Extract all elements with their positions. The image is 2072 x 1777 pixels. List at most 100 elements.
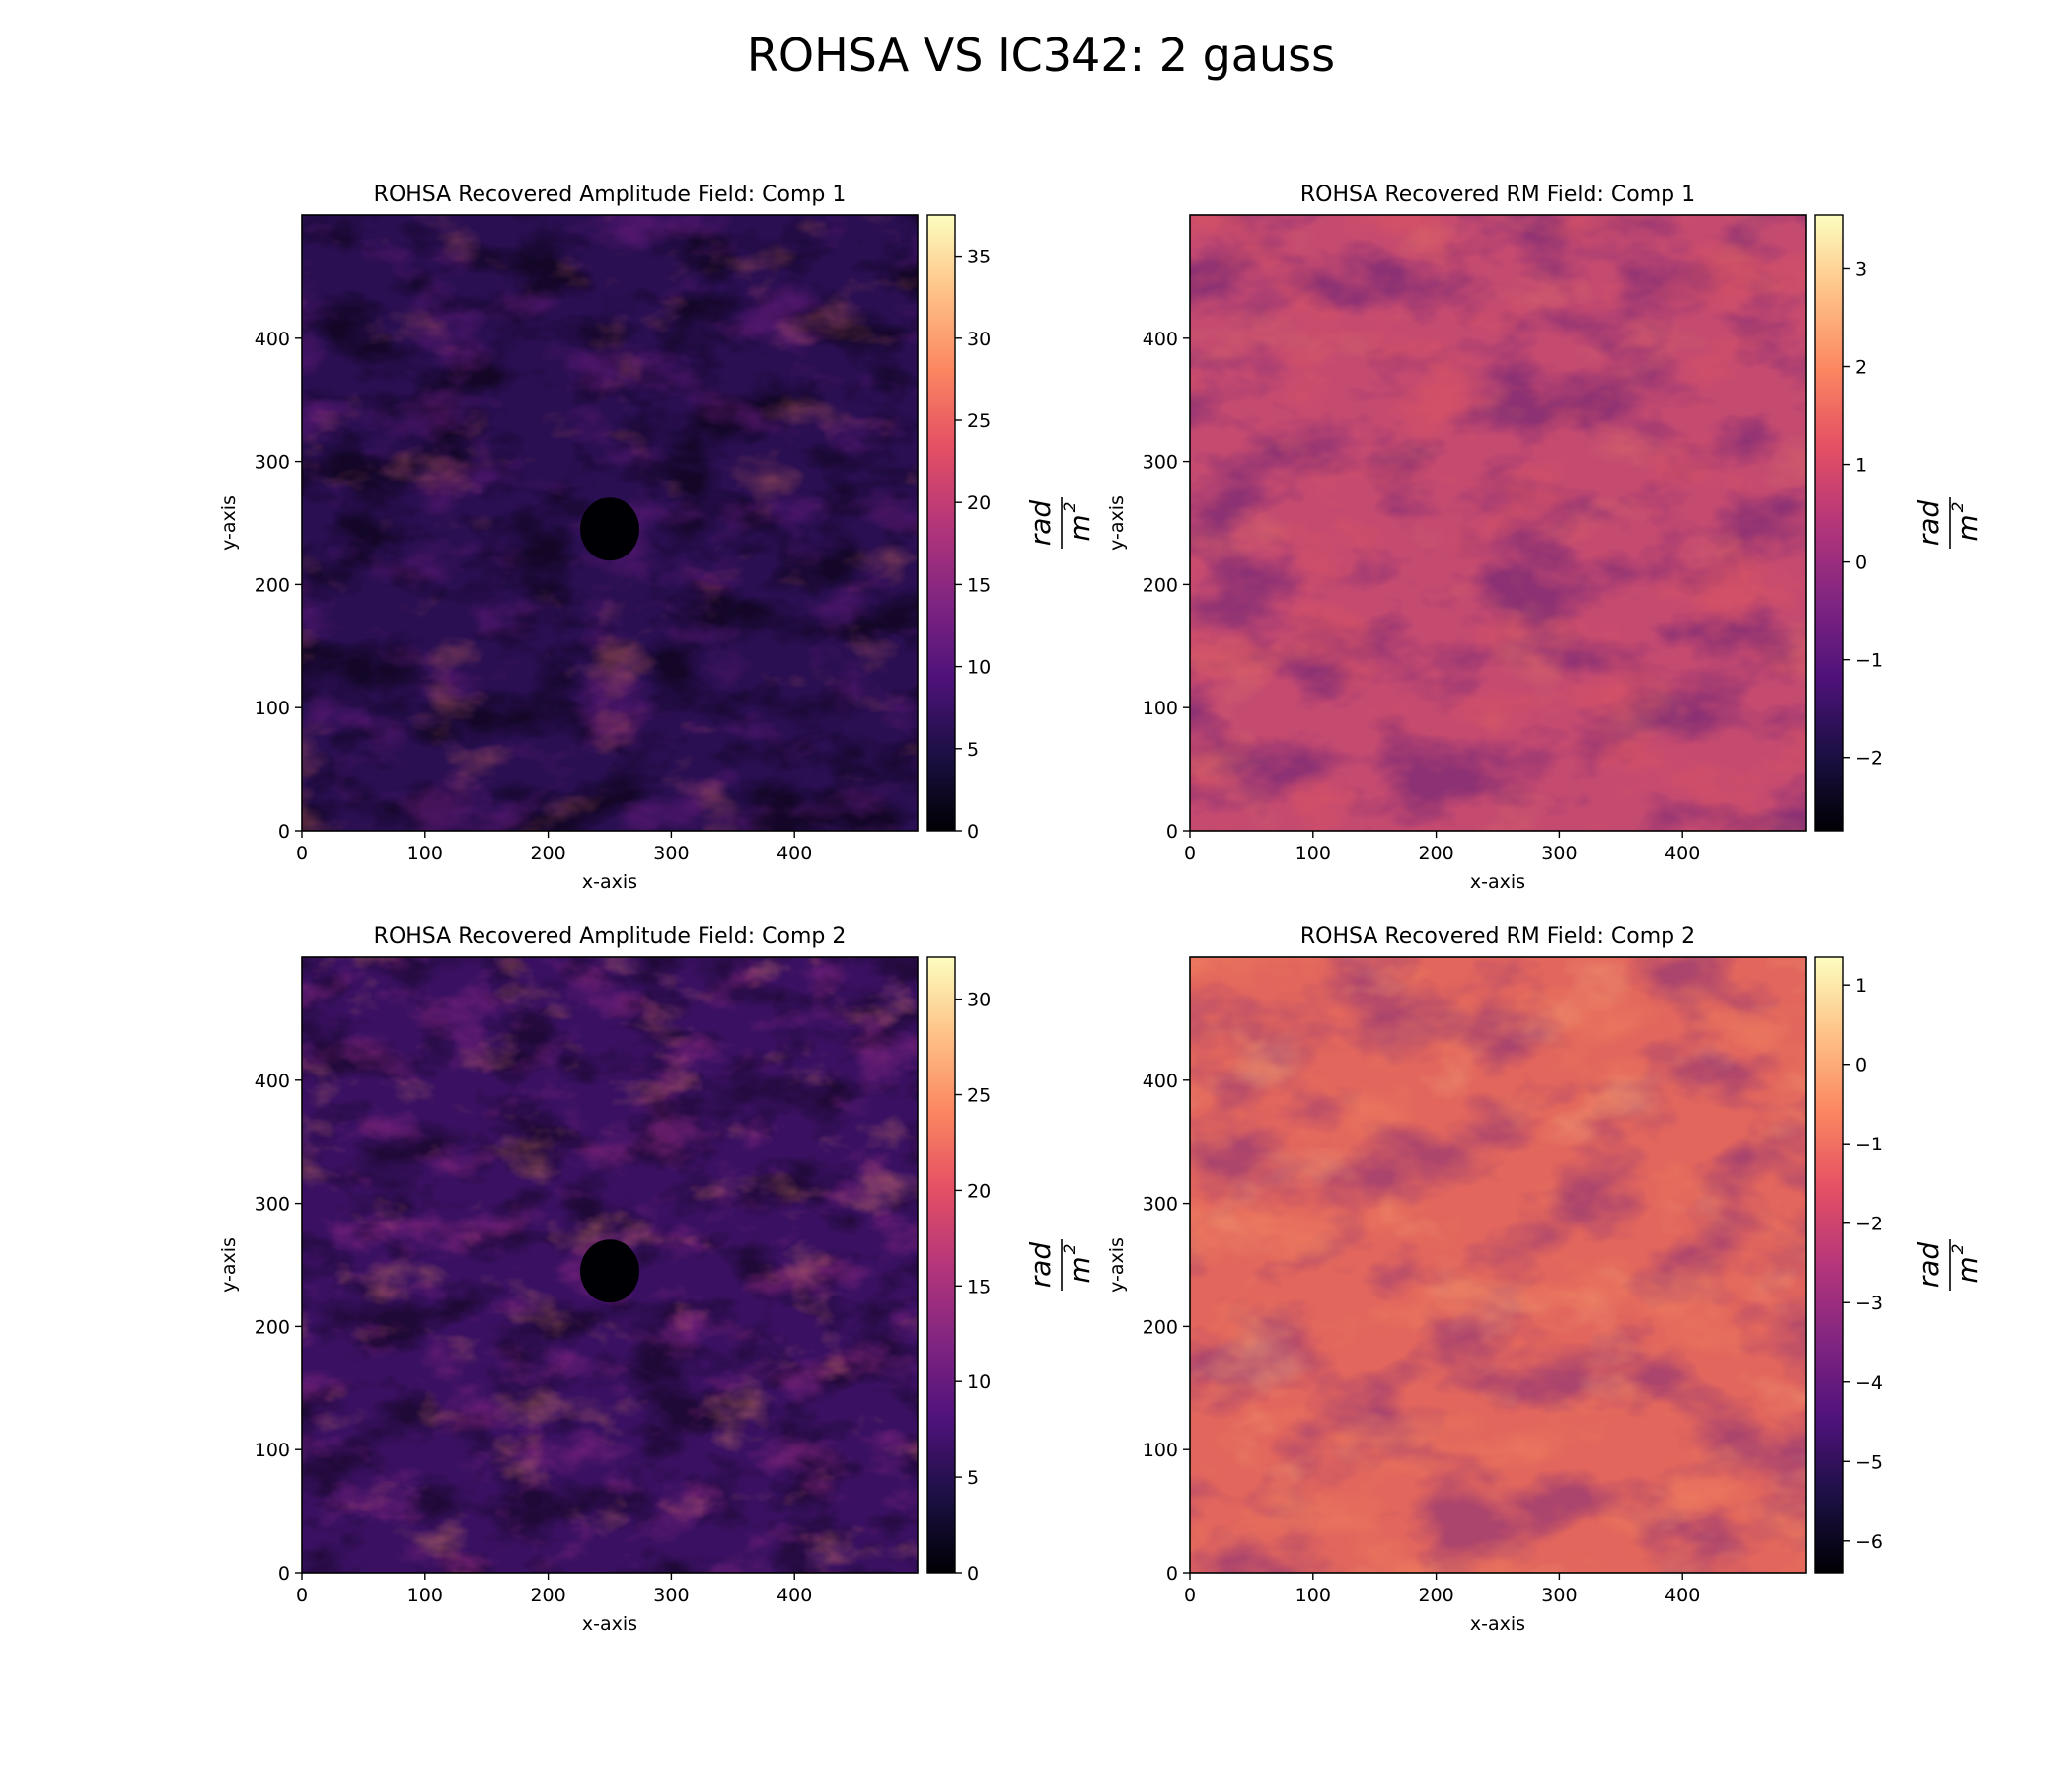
colorbar-label-numerator: rad [1912,1242,1945,1289]
colorbar-tick-label: −3 [1855,1293,1883,1314]
colorbar-tick-label: 2 [1855,357,1867,379]
y-tick-label: 400 [255,329,290,350]
colorbar-tick-label: 15 [967,574,991,596]
y-tick-label: 400 [255,1071,290,1092]
x-tick-label: 200 [530,1585,565,1606]
y-axis-label: y-axis [1106,495,1128,551]
y-tick-label: 300 [1143,1194,1178,1216]
x-axis-label: x-axis [1470,871,1525,893]
y-axis-label: y-axis [1106,1237,1128,1293]
colorbar-label-numerator: rad [1024,500,1057,547]
x-tick-label: 100 [407,1585,443,1606]
y-axis-label: y-axis [218,495,240,551]
x-tick-label: 100 [1295,1585,1331,1606]
colorbar-tick-label: −4 [1855,1372,1883,1394]
colorbar-tick-label: 15 [967,1276,991,1297]
x-tick-label: 400 [1665,1585,1700,1606]
x-axis-label: x-axis [1470,1613,1525,1635]
colorbar-label-numerator: rad [1912,500,1945,547]
x-tick-label: 300 [1541,843,1577,864]
axes-frame [1189,956,1807,1574]
colorbar-tick-label: 10 [967,1371,991,1393]
x-tick-label: 200 [530,843,565,864]
x-tick-label: 400 [777,1585,812,1606]
colorbar-label-exponent: 2 [1061,1244,1080,1255]
panel-title: ROHSA Recovered Amplitude Field: Comp 2 [374,925,847,949]
colorbar-label-denominator: m [1064,1256,1096,1283]
panel-2: 0 100 200 300 400 0 100 200 300 400 ROHSA Recovere… [1106,183,1984,893]
colorbar-label-exponent: 2 [1061,502,1080,513]
colorbar-label-denominator: m [1952,1256,1984,1283]
colorbar-label-numerator: rad [1024,1242,1057,1289]
colorbar-label: rad m2 [1912,1239,1984,1291]
y-tick-label: 300 [255,452,290,474]
x-tick-label: 200 [1418,1585,1453,1606]
colorbar-tick-label: −6 [1855,1531,1883,1553]
colorbar-tick-label: −2 [1855,748,1883,770]
x-tick-label: 400 [1665,843,1700,864]
y-tick-label: 100 [1143,698,1178,719]
heatmap-image [1190,215,1806,831]
colorbar-label-exponent: 2 [1949,502,1968,513]
colorbar-tick-label: −1 [1855,650,1883,672]
colorbar-label: rad m2 [1912,497,1984,549]
colorbar-tick-label: 5 [967,1467,979,1489]
colorbar-tick-label: 0 [967,1563,979,1585]
colorbar-tick-label: 1 [1855,455,1867,477]
colorbar [926,214,956,832]
y-tick-label: 0 [278,821,290,843]
y-tick-label: 200 [255,574,290,596]
colorbar-tick-label: 5 [967,739,979,761]
y-tick-label: 0 [1166,1563,1178,1585]
x-tick-label: 0 [296,1585,308,1606]
y-tick-label: 200 [1143,1316,1178,1338]
colorbar-tick-label: 30 [967,329,991,350]
colorbar [926,956,956,1574]
x-tick-label: 400 [777,843,812,864]
dark-blob [580,497,639,561]
y-tick-label: 400 [1143,329,1178,350]
x-tick-label: 0 [296,843,308,864]
x-axis-label: x-axis [582,871,637,893]
x-tick-label: 300 [1541,1585,1577,1606]
panel-title: ROHSA Recovered Amplitude Field: Comp 1 [374,183,847,207]
colorbar-label-denominator: m [1064,514,1096,541]
axes-frame [1189,214,1807,832]
x-tick-label: 0 [1184,843,1196,864]
x-tick-label: 300 [653,1585,689,1606]
axes-frame [301,214,919,832]
panel-title: ROHSA Recovered RM Field: Comp 1 [1300,183,1695,207]
dark-blob [580,1239,639,1303]
x-tick-label: 200 [1418,843,1453,864]
colorbar-tick-label: 0 [967,821,979,843]
colorbar-tick-label: −2 [1855,1214,1883,1235]
colorbar-tick-label: −5 [1855,1451,1883,1473]
y-tick-label: 400 [1143,1071,1178,1092]
x-tick-label: 100 [407,843,443,864]
colorbar-tick-label: 20 [967,1180,991,1202]
y-tick-label: 0 [1166,821,1178,843]
colorbar [1814,956,1844,1574]
y-axis-label: y-axis [218,1237,240,1293]
heatmap-image [302,957,918,1573]
y-tick-label: 200 [255,1316,290,1338]
x-tick-label: 100 [1295,843,1331,864]
panel-title: ROHSA Recovered RM Field: Comp 2 [1300,925,1695,949]
axes-frame [301,956,919,1574]
colorbar-tick-label: 3 [1855,259,1867,280]
colorbar-tick-label: 0 [1855,1055,1867,1076]
y-tick-label: 100 [1143,1440,1178,1461]
colorbar-label: rad m2 [1024,497,1096,549]
y-tick-label: 100 [255,1440,290,1461]
figure-suptitle: ROHSA VS IC342: 2 gauss [747,29,1335,82]
colorbar-tick-label: 35 [967,247,991,268]
colorbar [1814,214,1844,832]
colorbar-tick-label: 25 [967,410,991,432]
colorbar-tick-label: 0 [1855,553,1867,574]
colorbar-tick-label: −1 [1855,1134,1883,1155]
colorbar-label: rad m2 [1024,1239,1096,1291]
colorbar-tick-label: 25 [967,1085,991,1107]
